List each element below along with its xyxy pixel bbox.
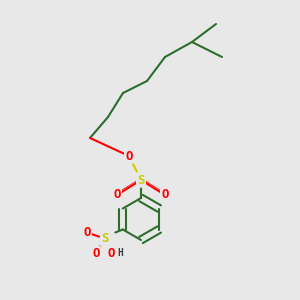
Text: O: O bbox=[161, 188, 169, 202]
Text: S: S bbox=[101, 232, 109, 245]
Text: O: O bbox=[113, 188, 121, 202]
Text: S: S bbox=[137, 173, 145, 187]
Text: H: H bbox=[117, 248, 123, 259]
Text: O: O bbox=[125, 149, 133, 163]
Text: O: O bbox=[92, 247, 100, 260]
Text: O: O bbox=[107, 247, 115, 260]
Text: O: O bbox=[83, 226, 91, 239]
